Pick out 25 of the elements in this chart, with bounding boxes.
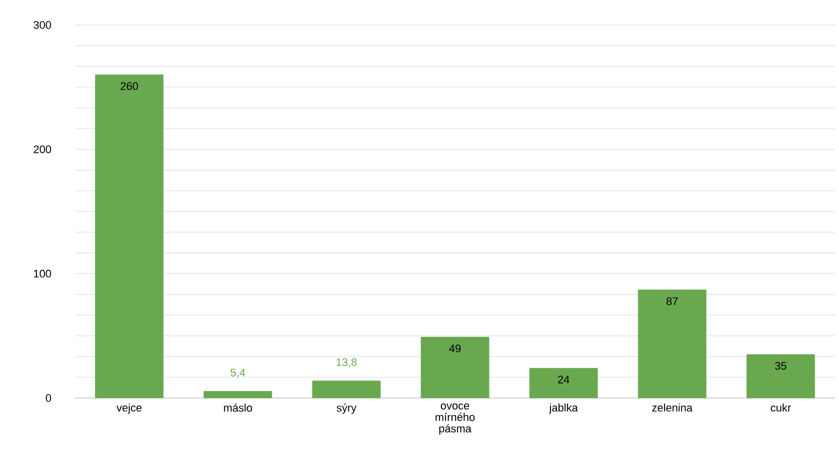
y-tick-label: 200	[34, 145, 52, 154]
x-tick-label: máslo	[224, 404, 252, 412]
x-tick-label: zelenina	[652, 404, 693, 412]
y-tick-label: 0	[46, 394, 52, 402]
data-label: 24	[558, 376, 570, 384]
data-label: 87	[666, 297, 678, 306]
x-tick-label: vejce	[116, 404, 142, 414]
y-tick-label: 300	[34, 21, 52, 29]
x-tick-label: cukr	[770, 404, 791, 412]
bar	[204, 391, 272, 398]
bar	[312, 380, 381, 398]
data-label: 35	[775, 362, 786, 370]
x-tick-label: jablka	[549, 404, 578, 414]
bar	[529, 368, 598, 398]
bar	[638, 290, 706, 398]
x-tick-label: ovoce mírného pásma	[436, 404, 475, 435]
data-label: 49	[449, 344, 461, 352]
data-label: 13,8	[336, 358, 357, 368]
bar	[95, 74, 164, 398]
data-label: 260	[120, 82, 138, 90]
bar	[420, 336, 490, 398]
bar	[746, 354, 815, 398]
data-label: 5,4	[230, 368, 246, 378]
y-tick-label: 100	[34, 270, 52, 278]
x-tick-label: sýry	[336, 404, 356, 414]
